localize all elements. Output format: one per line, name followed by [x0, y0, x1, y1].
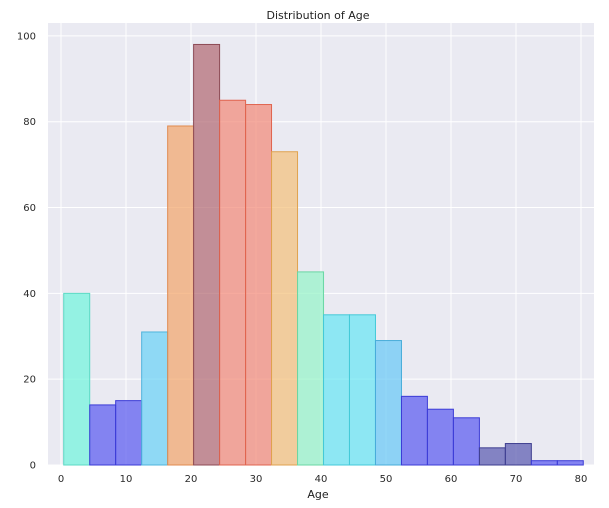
- y-tick-label: 20: [23, 375, 36, 386]
- histogram-bar: [219, 99, 247, 466]
- histogram-bar: [63, 292, 91, 466]
- y-tick-label: 100: [17, 31, 36, 42]
- y-tick-label: 60: [23, 203, 36, 214]
- histogram-bar: [115, 400, 143, 466]
- histogram-bar: [556, 460, 584, 466]
- histogram-bar: [400, 395, 428, 466]
- x-tick-labels: 0 10 20 30 40 50 60 70 80: [58, 474, 588, 485]
- chart-title: Distribution of Age: [266, 9, 369, 22]
- histogram-bar: [452, 417, 480, 466]
- x-axis-label: Age: [307, 488, 329, 501]
- histogram-bar: [141, 331, 169, 466]
- y-tick-labels: 0 20 40 60 80 100: [17, 31, 36, 471]
- histogram-bar: [530, 460, 558, 466]
- x-tick-label: 40: [315, 474, 328, 485]
- y-tick-label: 40: [23, 289, 36, 300]
- x-tick-label: 80: [575, 474, 588, 485]
- histogram-bar: [374, 340, 402, 466]
- bars-layer: [63, 43, 584, 466]
- x-tick-label: 50: [380, 474, 393, 485]
- histogram-bar: [271, 151, 299, 466]
- histogram-bar: [348, 314, 376, 466]
- x-tick-label: 0: [58, 474, 64, 485]
- histogram-bar: [167, 125, 195, 466]
- x-tick-label: 30: [250, 474, 263, 485]
- y-tick-label: 80: [23, 117, 36, 128]
- histogram-bar: [504, 443, 532, 466]
- histogram-bar: [323, 314, 350, 466]
- histogram-bar: [297, 271, 325, 466]
- x-tick-label: 20: [185, 474, 198, 485]
- histogram-bar: [193, 43, 221, 466]
- x-tick-label: 10: [120, 474, 133, 485]
- x-tick-label: 60: [445, 474, 458, 485]
- histogram-bar: [478, 447, 506, 466]
- x-tick-label: 70: [510, 474, 523, 485]
- histogram-bar: [426, 408, 454, 466]
- histogram-bar: [89, 404, 117, 466]
- histogram-bar: [245, 104, 273, 466]
- y-tick-label: 0: [30, 461, 36, 472]
